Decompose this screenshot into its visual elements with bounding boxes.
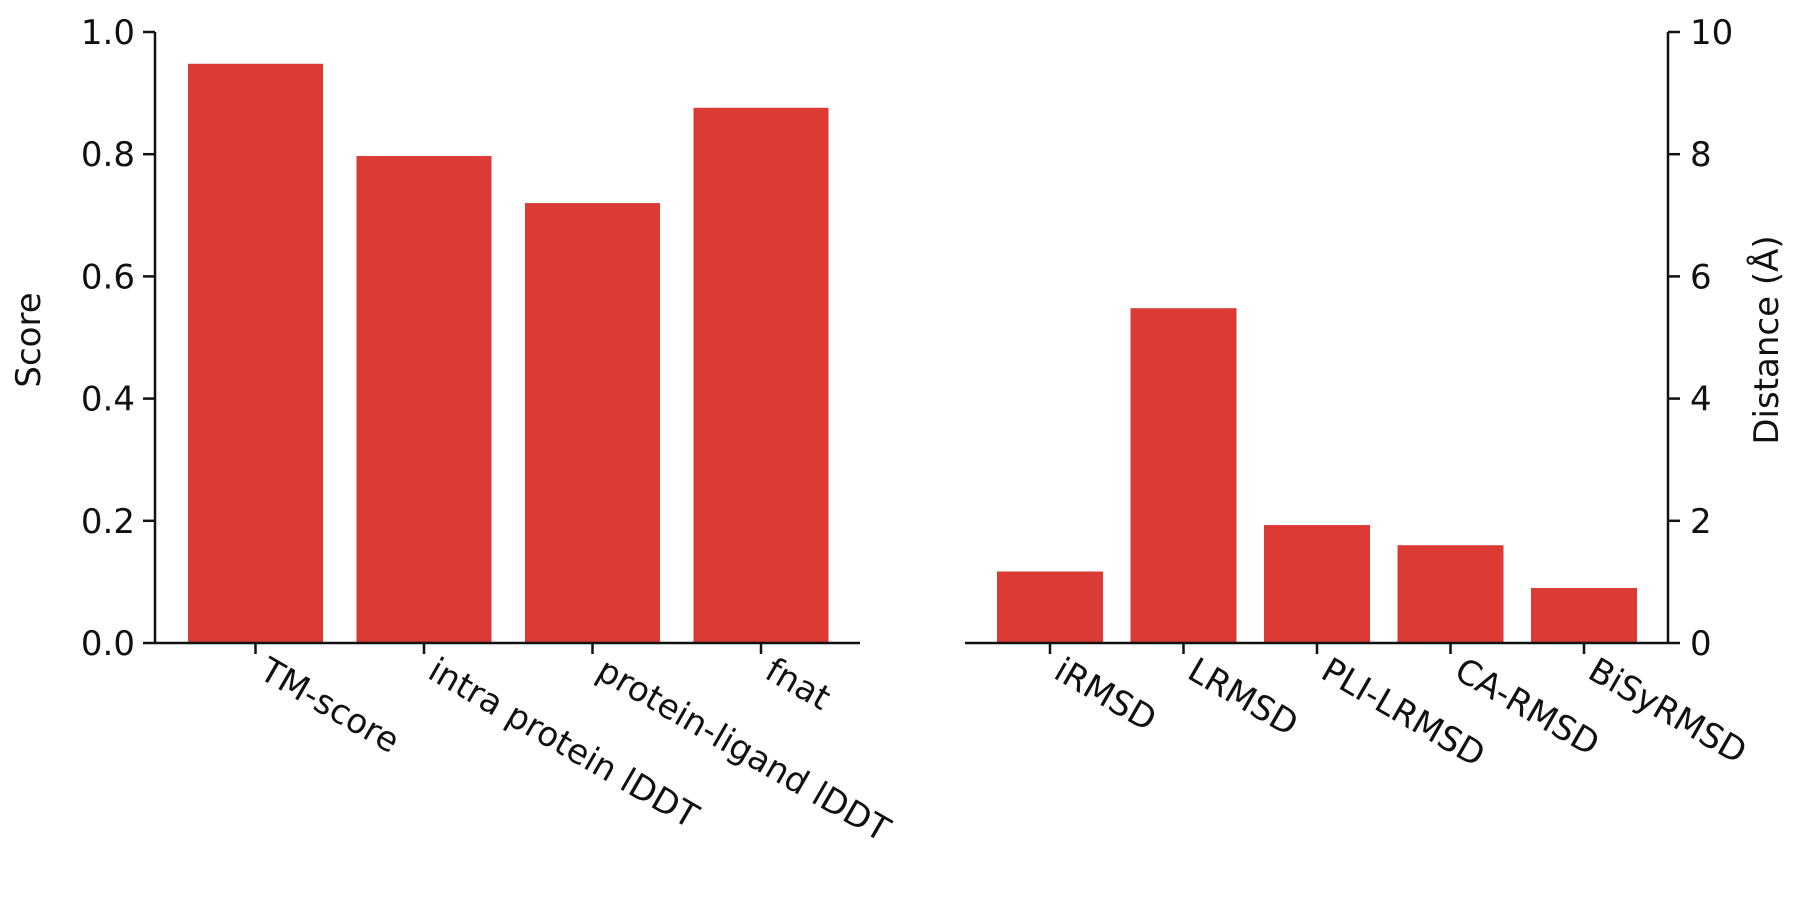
distance-y-tick-label-3: 6 [1690,257,1712,297]
score-y-tick-label-5: 1.0 [81,13,135,53]
distance-category-label-1: LRMSD [1181,650,1305,744]
distance-y-tick-label-5: 10 [1690,13,1733,53]
distance-panel: iRMSD LRMSD PLI-LRMSDCA-RMSDBiSyRMSD024681… [965,13,1753,775]
distance-y-tick-label-4: 8 [1690,135,1712,175]
score-y-tick-label-3: 0.6 [81,257,135,297]
distance-bar-3 [1397,545,1504,643]
score-category-label-3: fnat [759,650,838,718]
distance-y-tick-label-1: 2 [1690,502,1712,542]
y-axis-title-score: Score [9,292,49,387]
score-bar-3 [693,107,829,644]
distance-y-tick-label-2: 4 [1690,380,1712,420]
score-bar-2 [525,203,660,643]
distance-category-label-4: BiSyRMSD [1582,650,1754,772]
distance-category-label-0: iRMSD [1048,650,1163,740]
score-panel: TM-score intra protein lDDTprotein-ligand… [81,13,897,850]
score-y-tick-label-2: 0.4 [81,380,135,420]
distance-y-tick-label-0: 0 [1690,624,1712,664]
score-y-tick-label-0: 0.0 [81,624,135,664]
score-y-tick-label-4: 0.8 [81,135,135,175]
score-bar-0 [188,63,323,644]
score-bar-1 [356,156,492,643]
score-category-label-1: intra protein lDDT [422,650,706,837]
score-category-label-0: TM-score [252,650,406,762]
distance-bar-1 [1130,308,1237,643]
distance-bar-2 [1264,525,1370,643]
distance-bar-4 [1531,588,1637,643]
distance-bar-0 [997,571,1103,643]
score-category-label-2: protein-ligand lDDT [590,650,897,850]
score-y-tick-label-1: 0.2 [81,502,135,542]
y-axis-title-distance: Distance (Å) [1746,235,1787,444]
